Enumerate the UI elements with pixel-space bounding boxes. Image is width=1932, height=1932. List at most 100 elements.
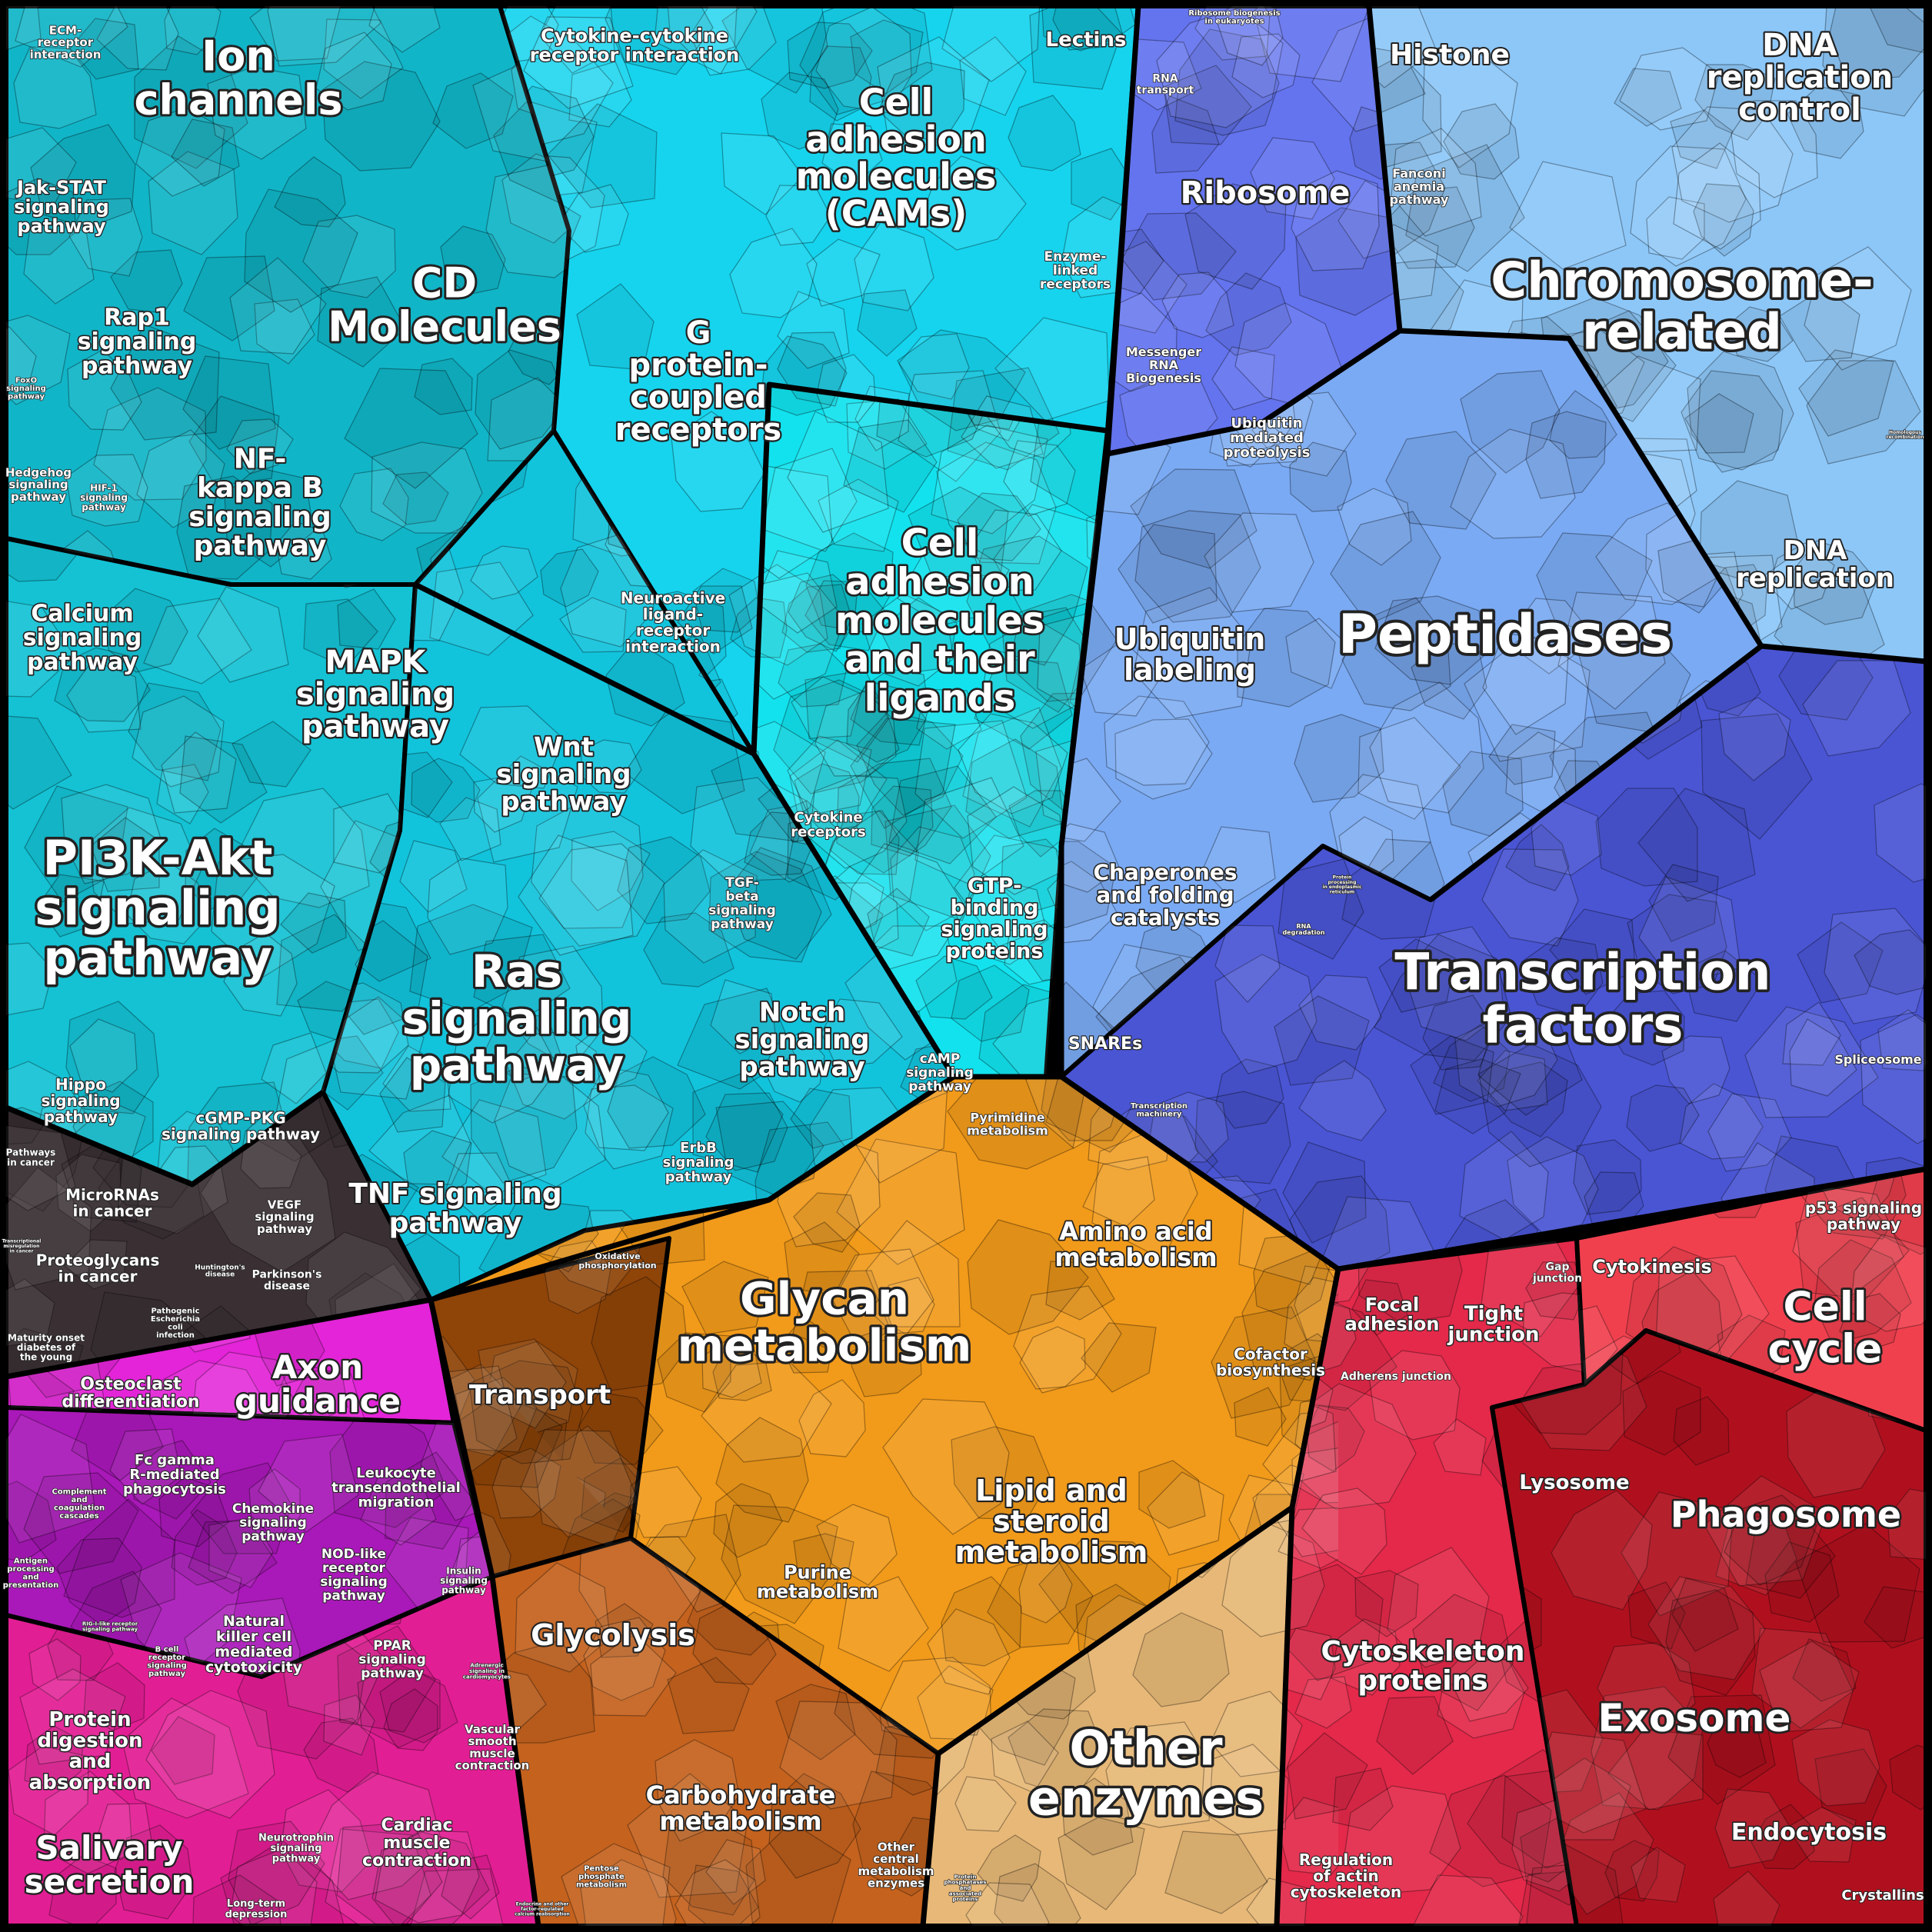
- cell: [1237, 608, 1336, 708]
- cell: [1385, 431, 1497, 530]
- cell: [315, 32, 392, 111]
- cell: [1250, 137, 1335, 220]
- label-line: SNAREs: [1068, 1034, 1142, 1054]
- label-line: replication: [1707, 60, 1893, 95]
- cell: [1194, 1091, 1291, 1184]
- label-line: p53 signaling: [1805, 1198, 1922, 1217]
- cell: [677, 988, 795, 1090]
- cell: [561, 1843, 671, 1926]
- cell: [1118, 524, 1217, 624]
- cell: [850, 19, 924, 95]
- cell: [1549, 390, 1617, 459]
- label-line: binding: [951, 895, 1039, 919]
- cell: [1091, 1122, 1198, 1260]
- cell: [1013, 1285, 1122, 1394]
- label-line: metabolism: [955, 1534, 1148, 1568]
- cell: [951, 1426, 1051, 1521]
- label-line: and: [960, 1885, 971, 1891]
- label-line: and their: [844, 638, 1035, 681]
- cell: [1194, 6, 1271, 61]
- label-line: Focal: [1365, 1294, 1420, 1315]
- cell: [728, 564, 828, 666]
- cell: [64, 1239, 128, 1290]
- label-line: muscle: [469, 1746, 515, 1760]
- cell: [806, 238, 881, 307]
- cell: [578, 1391, 664, 1465]
- cell: [1163, 65, 1252, 145]
- label-gtp-binding: GTP-binding signaling proteins: [941, 874, 1048, 963]
- cell: [1787, 85, 1864, 159]
- cell: [1557, 591, 1666, 710]
- label-line: receptors: [615, 412, 781, 448]
- cell: [1591, 1686, 1704, 1810]
- label-ubiquitin-proteolysis: Ubiquitin mediated proteolysis: [1224, 415, 1311, 461]
- cell: [1718, 697, 1791, 781]
- cell: [1515, 1869, 1584, 1926]
- label-line: recombination: [1887, 435, 1924, 440]
- cell: [1061, 758, 1121, 842]
- cell: [1295, 207, 1400, 316]
- cell: [321, 61, 441, 172]
- label-line: migration: [358, 1494, 435, 1511]
- cell: [778, 643, 848, 708]
- cell: [494, 1072, 606, 1188]
- label-line: Parkinson's: [252, 1269, 322, 1281]
- cell: [339, 468, 409, 541]
- cell: [120, 1552, 242, 1677]
- cell: [452, 1387, 563, 1488]
- label-line: Endocrine and other: [516, 1901, 569, 1907]
- label-line: Protein: [48, 1708, 131, 1731]
- cell: [708, 851, 822, 963]
- cell: [1378, 938, 1456, 1013]
- label-line: processing: [1328, 879, 1357, 884]
- cell: [280, 1789, 372, 1893]
- label-line: Pyrimidine: [970, 1110, 1044, 1124]
- cell: [182, 355, 276, 450]
- cell: [1451, 1659, 1529, 1722]
- cell: [1525, 411, 1607, 499]
- cell: [721, 132, 804, 215]
- label-mody: Maturity onset diabetes of the young: [8, 1332, 85, 1362]
- cell: [831, 1248, 934, 1344]
- cell: [211, 854, 335, 978]
- label-line: of actin: [1313, 1867, 1378, 1885]
- cell: [1679, 1083, 1764, 1160]
- cell: [368, 6, 441, 53]
- label-line: pathway: [82, 501, 126, 512]
- cell: [1681, 370, 1784, 471]
- cell: [568, 61, 632, 128]
- cell: [781, 584, 852, 653]
- label-line: Chemokine: [232, 1501, 314, 1517]
- label-line: Cell: [1783, 1284, 1867, 1331]
- cell: [197, 586, 289, 683]
- cell: [68, 198, 143, 277]
- label-line: signaling: [663, 1154, 734, 1171]
- cell: [224, 467, 315, 568]
- cell: [1114, 718, 1213, 800]
- cell: [624, 711, 745, 814]
- cell: [1052, 6, 1136, 51]
- label-line: associated: [949, 1890, 981, 1897]
- cell: [1622, 1370, 1701, 1456]
- cell: [607, 1056, 706, 1149]
- label-line: MicroRNAs: [65, 1185, 159, 1204]
- cell: [90, 817, 160, 892]
- cell: [869, 1277, 935, 1334]
- label-line: Gap: [1546, 1261, 1570, 1274]
- cell: [1626, 1084, 1700, 1152]
- label-long-term-depression: Long-term depression: [225, 1898, 288, 1920]
- label-line: pathway: [322, 1588, 385, 1604]
- label-line: enzymes: [868, 1876, 924, 1890]
- cell: [1214, 954, 1317, 1074]
- cell: [605, 639, 685, 727]
- cell: [1707, 1093, 1792, 1172]
- cell: [1724, 1494, 1817, 1586]
- cell: [1041, 6, 1124, 52]
- label-protein-phosphatases: Protein phosphatases and associated proteins: [944, 1874, 987, 1902]
- cell: [784, 1221, 860, 1296]
- label-line: Hedgehog: [5, 465, 72, 479]
- cell: [28, 1638, 82, 1701]
- label-cams: Cell adhesion molecules (CAMs): [796, 81, 997, 234]
- label-enzyme-linked: Enzyme-linked receptors: [1040, 249, 1111, 292]
